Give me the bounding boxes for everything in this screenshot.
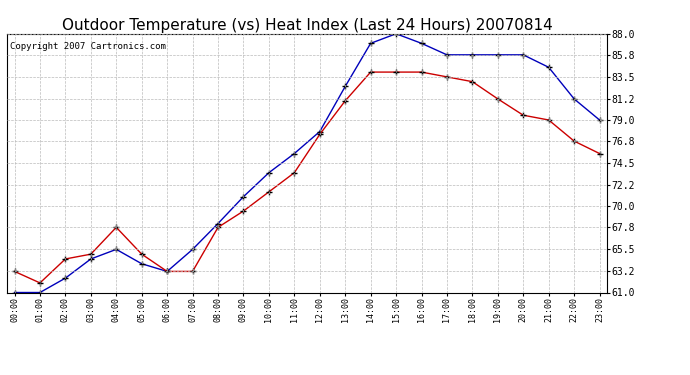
Title: Outdoor Temperature (vs) Heat Index (Last 24 Hours) 20070814: Outdoor Temperature (vs) Heat Index (Las… <box>61 18 553 33</box>
Text: Copyright 2007 Cartronics.com: Copyright 2007 Cartronics.com <box>10 42 166 51</box>
